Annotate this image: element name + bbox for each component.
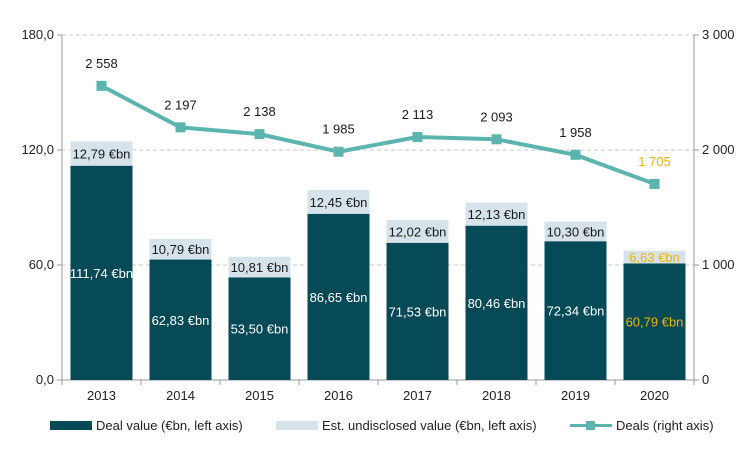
deals-label-2013: 2 558 (85, 56, 118, 71)
deals-line (100, 84, 656, 186)
deals-marker-2015 (254, 129, 265, 140)
legend-item-undisclosed: Est. undisclosed value (€bn, left axis) (276, 418, 537, 433)
legend-label-deals: Deals (right axis) (616, 418, 714, 433)
bar-undisclosed-2018 (465, 202, 528, 226)
undisclosed-label-2016: 12,45 €bn (310, 195, 368, 210)
undisclosed-label-2020: 6,63 €bn (629, 250, 680, 265)
deals-label-2019: 1 958 (559, 125, 592, 140)
deal-value-label-2019: 72,34 €bn (547, 304, 605, 319)
undisclosed-label-2019: 10,30 €bn (547, 224, 605, 239)
left-tick-label: 120,0 (21, 142, 54, 157)
right-tick-label: 3 000 (702, 27, 735, 42)
left-tick-label: 0,0 (36, 372, 54, 387)
bar-undisclosed-2019 (544, 221, 607, 242)
bar-undisclosed-2013 (70, 141, 133, 166)
bar-deal-value-2015 (228, 277, 291, 380)
deals-marker-2020 (649, 178, 660, 189)
bar-undisclosed-2014 (149, 238, 212, 260)
deals-label-2014: 2 197 (164, 97, 197, 112)
bar-deal-value-2014 (149, 259, 212, 380)
deal-value-label-2017: 71,53 €bn (389, 304, 447, 319)
deals-marker-2017 (412, 132, 423, 143)
undisclosed-label-2014: 10,79 €bn (152, 242, 210, 257)
right-tick-label: 1 000 (702, 257, 735, 272)
deals-marker-2013 (96, 80, 107, 91)
undisclosed-label-2013: 12,79 €bn (73, 147, 131, 162)
deal-value-label-2018: 80,46 €bn (468, 296, 526, 311)
bar-deal-value-2016 (307, 213, 370, 380)
bar-deal-value-2018 (465, 225, 528, 380)
x-tick-label: 2017 (403, 388, 432, 403)
deals-label-2020: 1 705 (638, 154, 671, 169)
right-tick-label: 2 000 (702, 142, 735, 157)
deals-label-2016: 1 985 (322, 122, 355, 137)
undisclosed-label-2015: 10,81 €bn (231, 260, 289, 275)
x-tick-label: 2016 (324, 388, 353, 403)
bar-deal-value-2013 (70, 165, 133, 380)
deal-value-label-2014: 62,83 €bn (152, 313, 210, 328)
x-tick-label: 2014 (166, 388, 195, 403)
bar-deal-value-2017 (386, 242, 449, 380)
deals-label-2015: 2 138 (243, 104, 276, 119)
bar-undisclosed-2016 (307, 190, 370, 214)
x-tick-label: 2020 (640, 388, 669, 403)
bar-undisclosed-2015 (228, 256, 291, 278)
deal-value-label-2015: 53,50 €bn (231, 322, 289, 337)
x-tick-label: 2019 (561, 388, 590, 403)
deals-marker-2019 (570, 149, 581, 160)
legend-swatch-deal-value (50, 421, 92, 430)
x-tick-label: 2018 (482, 388, 511, 403)
right-tick-label: 0 (702, 372, 709, 387)
deals-marker-2016 (333, 146, 344, 157)
legend-swatch-deals (570, 421, 612, 430)
x-tick-label: 2015 (245, 388, 274, 403)
left-tick-label: 60,0 (29, 257, 54, 272)
bar-undisclosed-2020 (623, 250, 686, 264)
legend-item-deal-value: Deal value (€bn, left axis) (50, 418, 243, 433)
x-tick-label: 2013 (87, 388, 116, 403)
legend-label-undisclosed: Est. undisclosed value (€bn, left axis) (322, 418, 537, 433)
deal-value-label-2016: 86,65 €bn (310, 290, 368, 305)
deals-label-2018: 2 093 (480, 109, 513, 124)
deals-marker-2018 (491, 134, 502, 145)
deals-marker-2014 (175, 122, 186, 133)
undisclosed-label-2018: 12,13 €bn (468, 207, 526, 222)
legend-swatch-undisclosed (276, 421, 318, 430)
legend-item-deals: Deals (right axis) (570, 418, 714, 433)
legend: Deal value (€bn, left axis) Est. undiscl… (0, 418, 756, 438)
deal-value-label-2013: 111,74 €bn (70, 266, 133, 281)
bar-deal-value-2019 (544, 241, 607, 380)
deals-label-2017: 2 113 (402, 107, 434, 122)
legend-label-deal-value: Deal value (€bn, left axis) (96, 418, 243, 433)
left-tick-label: 180,0 (21, 27, 54, 42)
deal-value-label-2020: 60,79 €bn (626, 315, 684, 330)
bar-undisclosed-2017 (386, 219, 449, 243)
undisclosed-label-2017: 12,02 €bn (389, 224, 447, 239)
bar-deal-value-2020 (623, 263, 686, 380)
